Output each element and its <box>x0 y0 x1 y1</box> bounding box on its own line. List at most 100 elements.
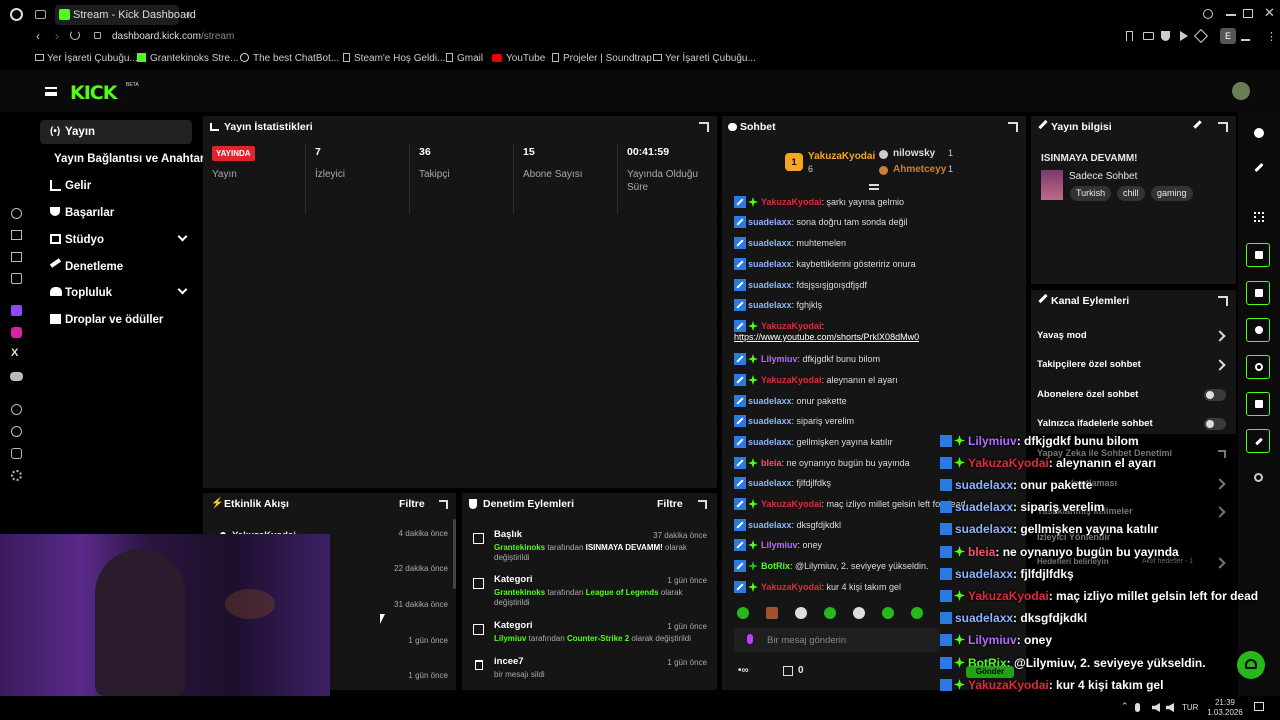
mic-icon[interactable] <box>747 634 753 644</box>
messenger-icon[interactable] <box>11 273 22 284</box>
ai-moderation-row[interactable]: Yapay Zeka ile Sohbet Denetimi <box>1037 448 1173 458</box>
chat-username[interactable]: suadelaxx <box>748 396 792 406</box>
broadcast-button[interactable] <box>1246 355 1270 379</box>
emote-icon[interactable] <box>824 607 836 619</box>
kick-green-button[interactable] <box>1237 651 1265 679</box>
discord-icon[interactable] <box>10 372 23 381</box>
nav-topluluk[interactable]: Topluluk <box>40 281 192 305</box>
settings-icon[interactable] <box>11 470 22 481</box>
chevron-down-icon[interactable] <box>177 284 188 295</box>
nav-studyo[interactable]: Stüdyo <box>40 228 192 252</box>
restore-button[interactable] <box>1243 9 1253 18</box>
nav-basarilar[interactable]: Başarılar <box>40 201 192 225</box>
speaker-icon[interactable] <box>1166 703 1174 712</box>
send-icon[interactable] <box>1193 28 1209 44</box>
chat-username[interactable]: suadelaxx <box>748 478 792 488</box>
notifications-icon[interactable] <box>1254 702 1264 711</box>
profile-avatar[interactable]: E <box>1220 28 1236 44</box>
chat-username[interactable]: YakuzaKyodai <box>761 375 822 385</box>
chat-username[interactable]: Lilymiuv <box>761 354 798 364</box>
clock-date[interactable]: 1.03.2026 <box>1207 708 1243 717</box>
tools-button[interactable] <box>1246 429 1270 453</box>
url-field[interactable]: dashboard.kick.com/stream <box>112 31 234 42</box>
chat-message[interactable]: YakuzaKyodai: maç izliyo millet gelsin l… <box>734 498 966 510</box>
send-button[interactable]: Gönder <box>966 666 1014 678</box>
chat-input[interactable]: Bir mesaj gönderin <box>734 628 940 652</box>
chat-message[interactable]: Lilymiuv: oney <box>734 539 822 551</box>
points-icon[interactable]: •∞ <box>738 665 749 676</box>
chat-username[interactable]: suadelaxx <box>748 520 792 530</box>
close-button[interactable]: ✕ <box>1264 5 1275 20</box>
emotes-only-toggle[interactable] <box>1204 418 1226 430</box>
pin-toggle-icon[interactable] <box>869 184 879 190</box>
popout-icon[interactable] <box>1008 122 1018 132</box>
camera-icon[interactable] <box>1143 32 1154 40</box>
minimize-button[interactable] <box>1226 14 1236 16</box>
banned-words-row[interactable]: Yasaklanmış kelimeler <box>1037 506 1133 516</box>
chat-message[interactable]: suadelaxx: onur pakette <box>734 395 847 407</box>
chat-message[interactable]: YakuzaKyodai: şarkı yayına gelmio <box>734 196 904 208</box>
emote-icon[interactable] <box>766 607 778 619</box>
quick-actions-button[interactable] <box>1246 243 1270 267</box>
chat-username[interactable]: Lilymiuv <box>761 540 798 550</box>
player-icon[interactable] <box>11 404 22 415</box>
chat-username[interactable]: suadelaxx <box>748 300 792 310</box>
tray-chevron-icon[interactable]: ⌃ <box>1121 701 1129 711</box>
subscribers-only-toggle[interactable] <box>1204 389 1226 401</box>
chat-username[interactable]: suadelaxx <box>748 280 792 290</box>
chat-username[interactable]: bleia <box>761 458 782 468</box>
clock-icon[interactable] <box>11 426 22 437</box>
language-indicator[interactable]: TUR <box>1182 703 1199 712</box>
bookmark-youtube[interactable]: YouTube <box>492 53 545 64</box>
bookmark-gmail[interactable]: Gmail <box>446 53 483 64</box>
chat-message[interactable]: suadelaxx: sona doğru tam sonda değil <box>734 216 908 228</box>
followers-only-row[interactable]: Takipçilere özel sohbet <box>1037 359 1141 370</box>
chat-username[interactable]: suadelaxx <box>748 238 792 248</box>
kick-logo[interactable]: KICK <box>70 82 117 104</box>
chat-username[interactable]: YakuzaKyodai <box>761 499 822 509</box>
popout-icon[interactable] <box>1218 122 1228 132</box>
notes-button[interactable] <box>1246 281 1270 305</box>
slow-mode-row[interactable]: Yavaş mod <box>1037 330 1087 341</box>
chat-message[interactable]: suadelaxx: fghjklş <box>734 299 822 311</box>
browser-tab[interactable]: Stream - Kick Dashboard <box>55 5 196 25</box>
user-avatar[interactable] <box>1232 82 1250 100</box>
emote-icon[interactable] <box>853 607 865 619</box>
chat-message[interactable]: suadelaxx: sipariş verelim <box>734 415 854 427</box>
play-icon[interactable] <box>1180 31 1188 41</box>
chat-username[interactable]: suadelaxx <box>748 259 792 269</box>
instagram-icon[interactable] <box>11 327 22 338</box>
twitch-icon[interactable] <box>11 305 22 316</box>
moderation-popout-icon[interactable] <box>698 500 707 509</box>
bookmark-chatbot[interactable]: The best ChatBot... <box>240 53 339 64</box>
reload-icon[interactable] <box>70 30 80 40</box>
forward-icon[interactable]: › <box>55 29 59 43</box>
nav-gelir[interactable]: Gelir <box>40 174 192 198</box>
goals-row[interactable]: Hedefleri belirleyin <box>1037 557 1109 566</box>
chat-button[interactable] <box>1246 318 1270 342</box>
bookmark-soundtrap[interactable]: Projeler | Soundtrap <box>552 53 652 64</box>
emote-icon[interactable] <box>882 607 894 619</box>
bookmark-grantekinoks[interactable]: Grantekinoks Stre... <box>137 53 238 64</box>
activity-popout-icon[interactable] <box>439 500 448 509</box>
nav-droplar[interactable]: Droplar ve ödüller <box>40 308 192 332</box>
new-tab-button[interactable]: + <box>185 7 193 22</box>
nav-denetleme[interactable]: Denetleme <box>40 255 192 279</box>
mic-tray-icon[interactable] <box>1135 703 1140 712</box>
chevron-right-icon[interactable] <box>1214 506 1226 518</box>
tab-overview-icon[interactable] <box>35 10 46 19</box>
chat-username[interactable]: suadelaxx <box>748 437 792 447</box>
top-chatter-3[interactable]: Ahmetceyy 1 <box>879 164 969 178</box>
tag-chip[interactable]: chill <box>1117 186 1145 201</box>
chat-username[interactable]: YakuzaKyodai <box>761 582 822 592</box>
chevron-right-icon[interactable] <box>1214 478 1226 490</box>
layout-button[interactable] <box>1246 392 1270 416</box>
extensions-icon[interactable] <box>11 448 22 459</box>
chat-message[interactable]: BotRix: @Lilymiuv, 2. seviyeye yükseldin… <box>734 560 929 572</box>
bookmark-folder-1[interactable]: Yer İşareti Çubuğu... <box>35 53 138 64</box>
nav-yayin[interactable]: (•) Yayın <box>40 120 192 144</box>
chat-message[interactable]: suadelaxx: fdsjşsışjgoışdfjşdf <box>734 279 867 291</box>
chat-username[interactable]: YakuzaKyodai <box>761 197 822 207</box>
tag-chip[interactable]: Turkish <box>1070 186 1112 201</box>
bag-icon[interactable] <box>11 230 22 240</box>
